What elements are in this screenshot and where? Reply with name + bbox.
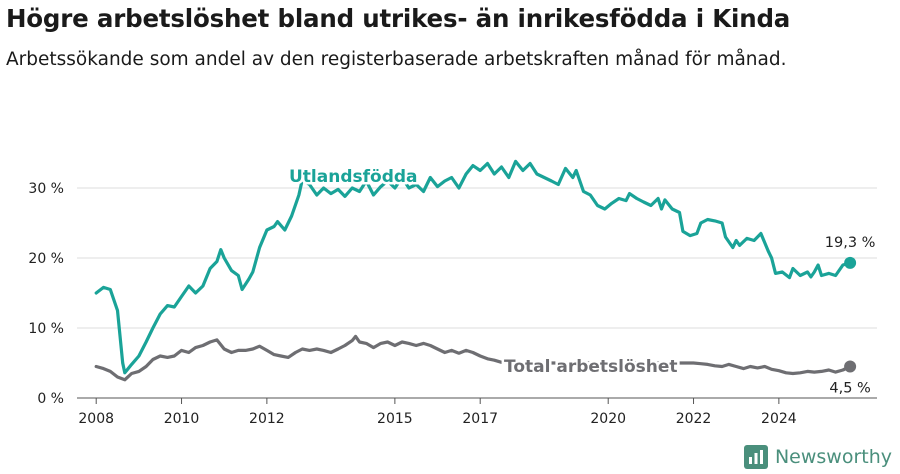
y-tick-label: 0 % <box>37 391 64 407</box>
x-tick-label: 2017 <box>462 411 498 427</box>
y-tick-label: 30 % <box>28 181 64 197</box>
end-point-foreign-born <box>844 256 857 269</box>
y-axis: 0 % 10 % 20 % 30 % <box>28 181 64 407</box>
brand-logo: Newsworthy <box>743 444 892 470</box>
x-tick-label: 2020 <box>590 411 626 427</box>
y-tick-label: 20 % <box>28 251 64 267</box>
x-tick-label: 2022 <box>676 411 712 427</box>
end-value-total: 4,5 % <box>829 381 870 397</box>
y-tick-label: 10 % <box>28 321 64 337</box>
series-line-total <box>94 334 852 382</box>
brand-name: Newsworthy <box>774 446 892 468</box>
series-line-foreign-born <box>94 159 852 375</box>
x-tick-label: 2015 <box>377 411 413 427</box>
chart-title: Högre arbetslöshet bland utrikes- än inr… <box>6 4 791 33</box>
x-tick-label: 2024 <box>761 411 797 427</box>
series-label-foreign-born: Utlandsfödda <box>289 167 418 187</box>
chart-series <box>94 159 857 382</box>
end-point-total <box>844 360 857 373</box>
series-label-total: Total arbetslöshet <box>504 357 678 377</box>
x-tick-label: 2012 <box>249 411 285 427</box>
chart-labels: Utlandsfödda Total arbetslöshet 19,3 % 4,5 … <box>287 165 876 397</box>
chart-subtitle: Arbetssökande som andel av den registerb… <box>6 49 787 70</box>
chart-grid <box>77 187 877 329</box>
x-tick-label: 2010 <box>164 411 200 427</box>
x-tick-label: 2008 <box>78 411 114 427</box>
newsworthy-icon <box>743 445 768 469</box>
x-axis: 2008 2010 2012 2015 2017 2020 2022 2024 <box>77 397 877 427</box>
end-value-foreign-born: 19,3 % <box>825 235 876 251</box>
